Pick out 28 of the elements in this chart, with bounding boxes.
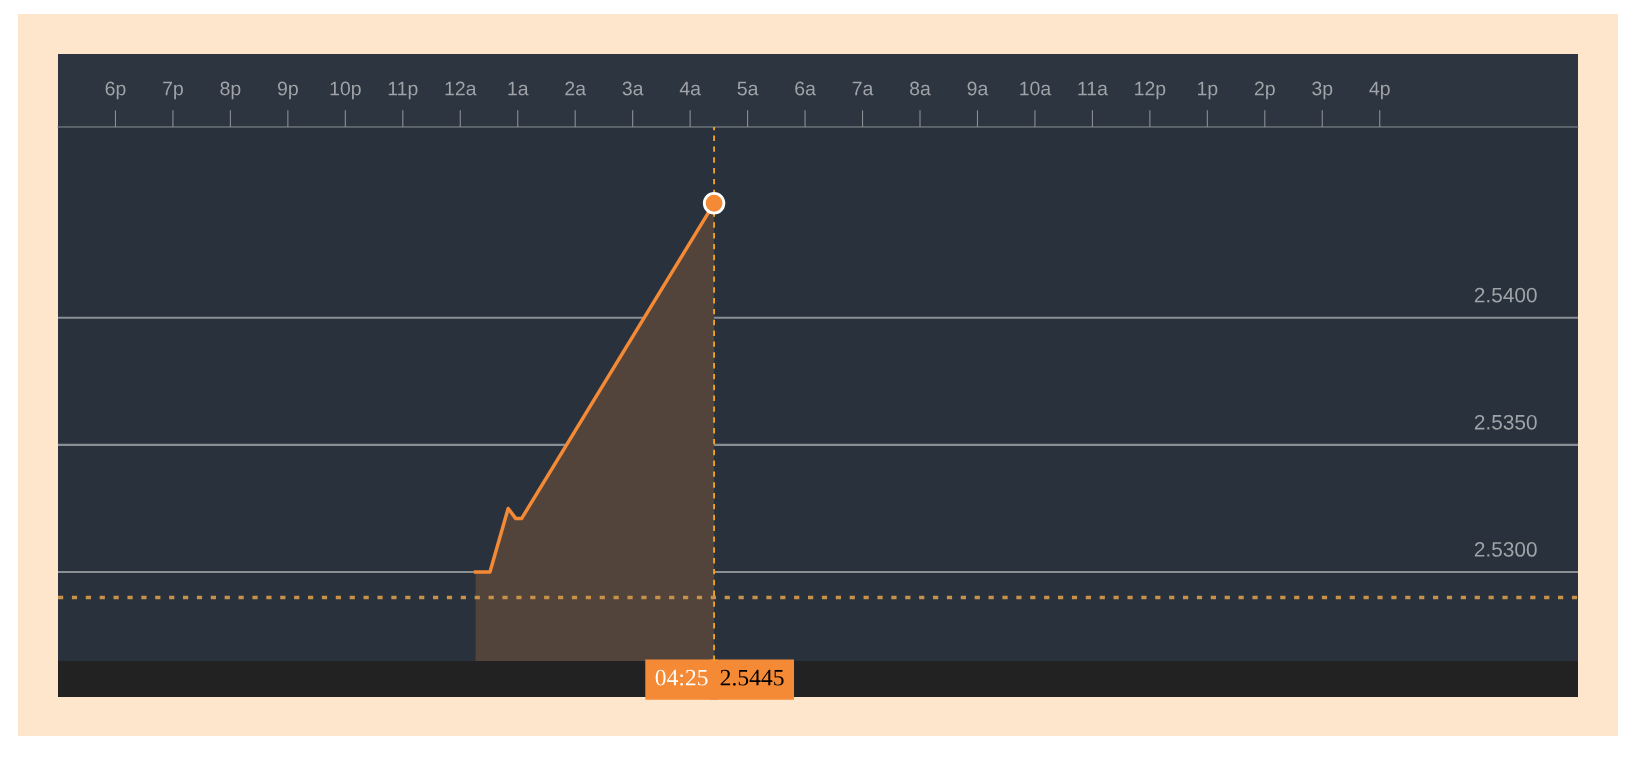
x-tick-label: 6p [105, 81, 126, 100]
x-tick-label: 1a [508, 81, 529, 96]
x-tick-label: 11a [1078, 81, 1108, 96]
y-tick-label: 2.5400 [1474, 287, 1537, 303]
x-tick-label: 12p [1135, 81, 1166, 100]
x-tick-label: 1p [1198, 81, 1218, 100]
x-tick-label: 8a [910, 81, 931, 96]
x-tick-label: 3a [622, 81, 644, 96]
x-tick-label: 2p [1254, 81, 1275, 100]
x-tick-label: 2a [565, 81, 587, 96]
y-tick-label: 2.5300 [1474, 542, 1537, 557]
x-tick-label: 10a [1020, 81, 1052, 96]
x-tick-label: 9a [967, 81, 989, 96]
x-tick-label: 12a [445, 81, 477, 96]
x-tick-label: 3p [1312, 81, 1333, 100]
y-tick-label: 2.5350 [1474, 414, 1537, 430]
x-tick-label: 9p [277, 81, 298, 100]
x-tick-label: 11p [388, 81, 418, 100]
ref-line-label: 04:25 [655, 669, 708, 686]
x-tick-label: 8p [220, 81, 241, 100]
x-tick-label: 5a [737, 81, 759, 96]
x-tick-label: 7p [163, 81, 183, 100]
x-tick-label: 7a [852, 81, 874, 96]
x-tick-label: 6a [795, 81, 816, 96]
x-tick-label: 10p [330, 81, 361, 100]
x-tick-label: 4a [679, 81, 701, 96]
text: 2.5445 [720, 669, 784, 686]
x-tick-label: 4p [1369, 81, 1390, 100]
